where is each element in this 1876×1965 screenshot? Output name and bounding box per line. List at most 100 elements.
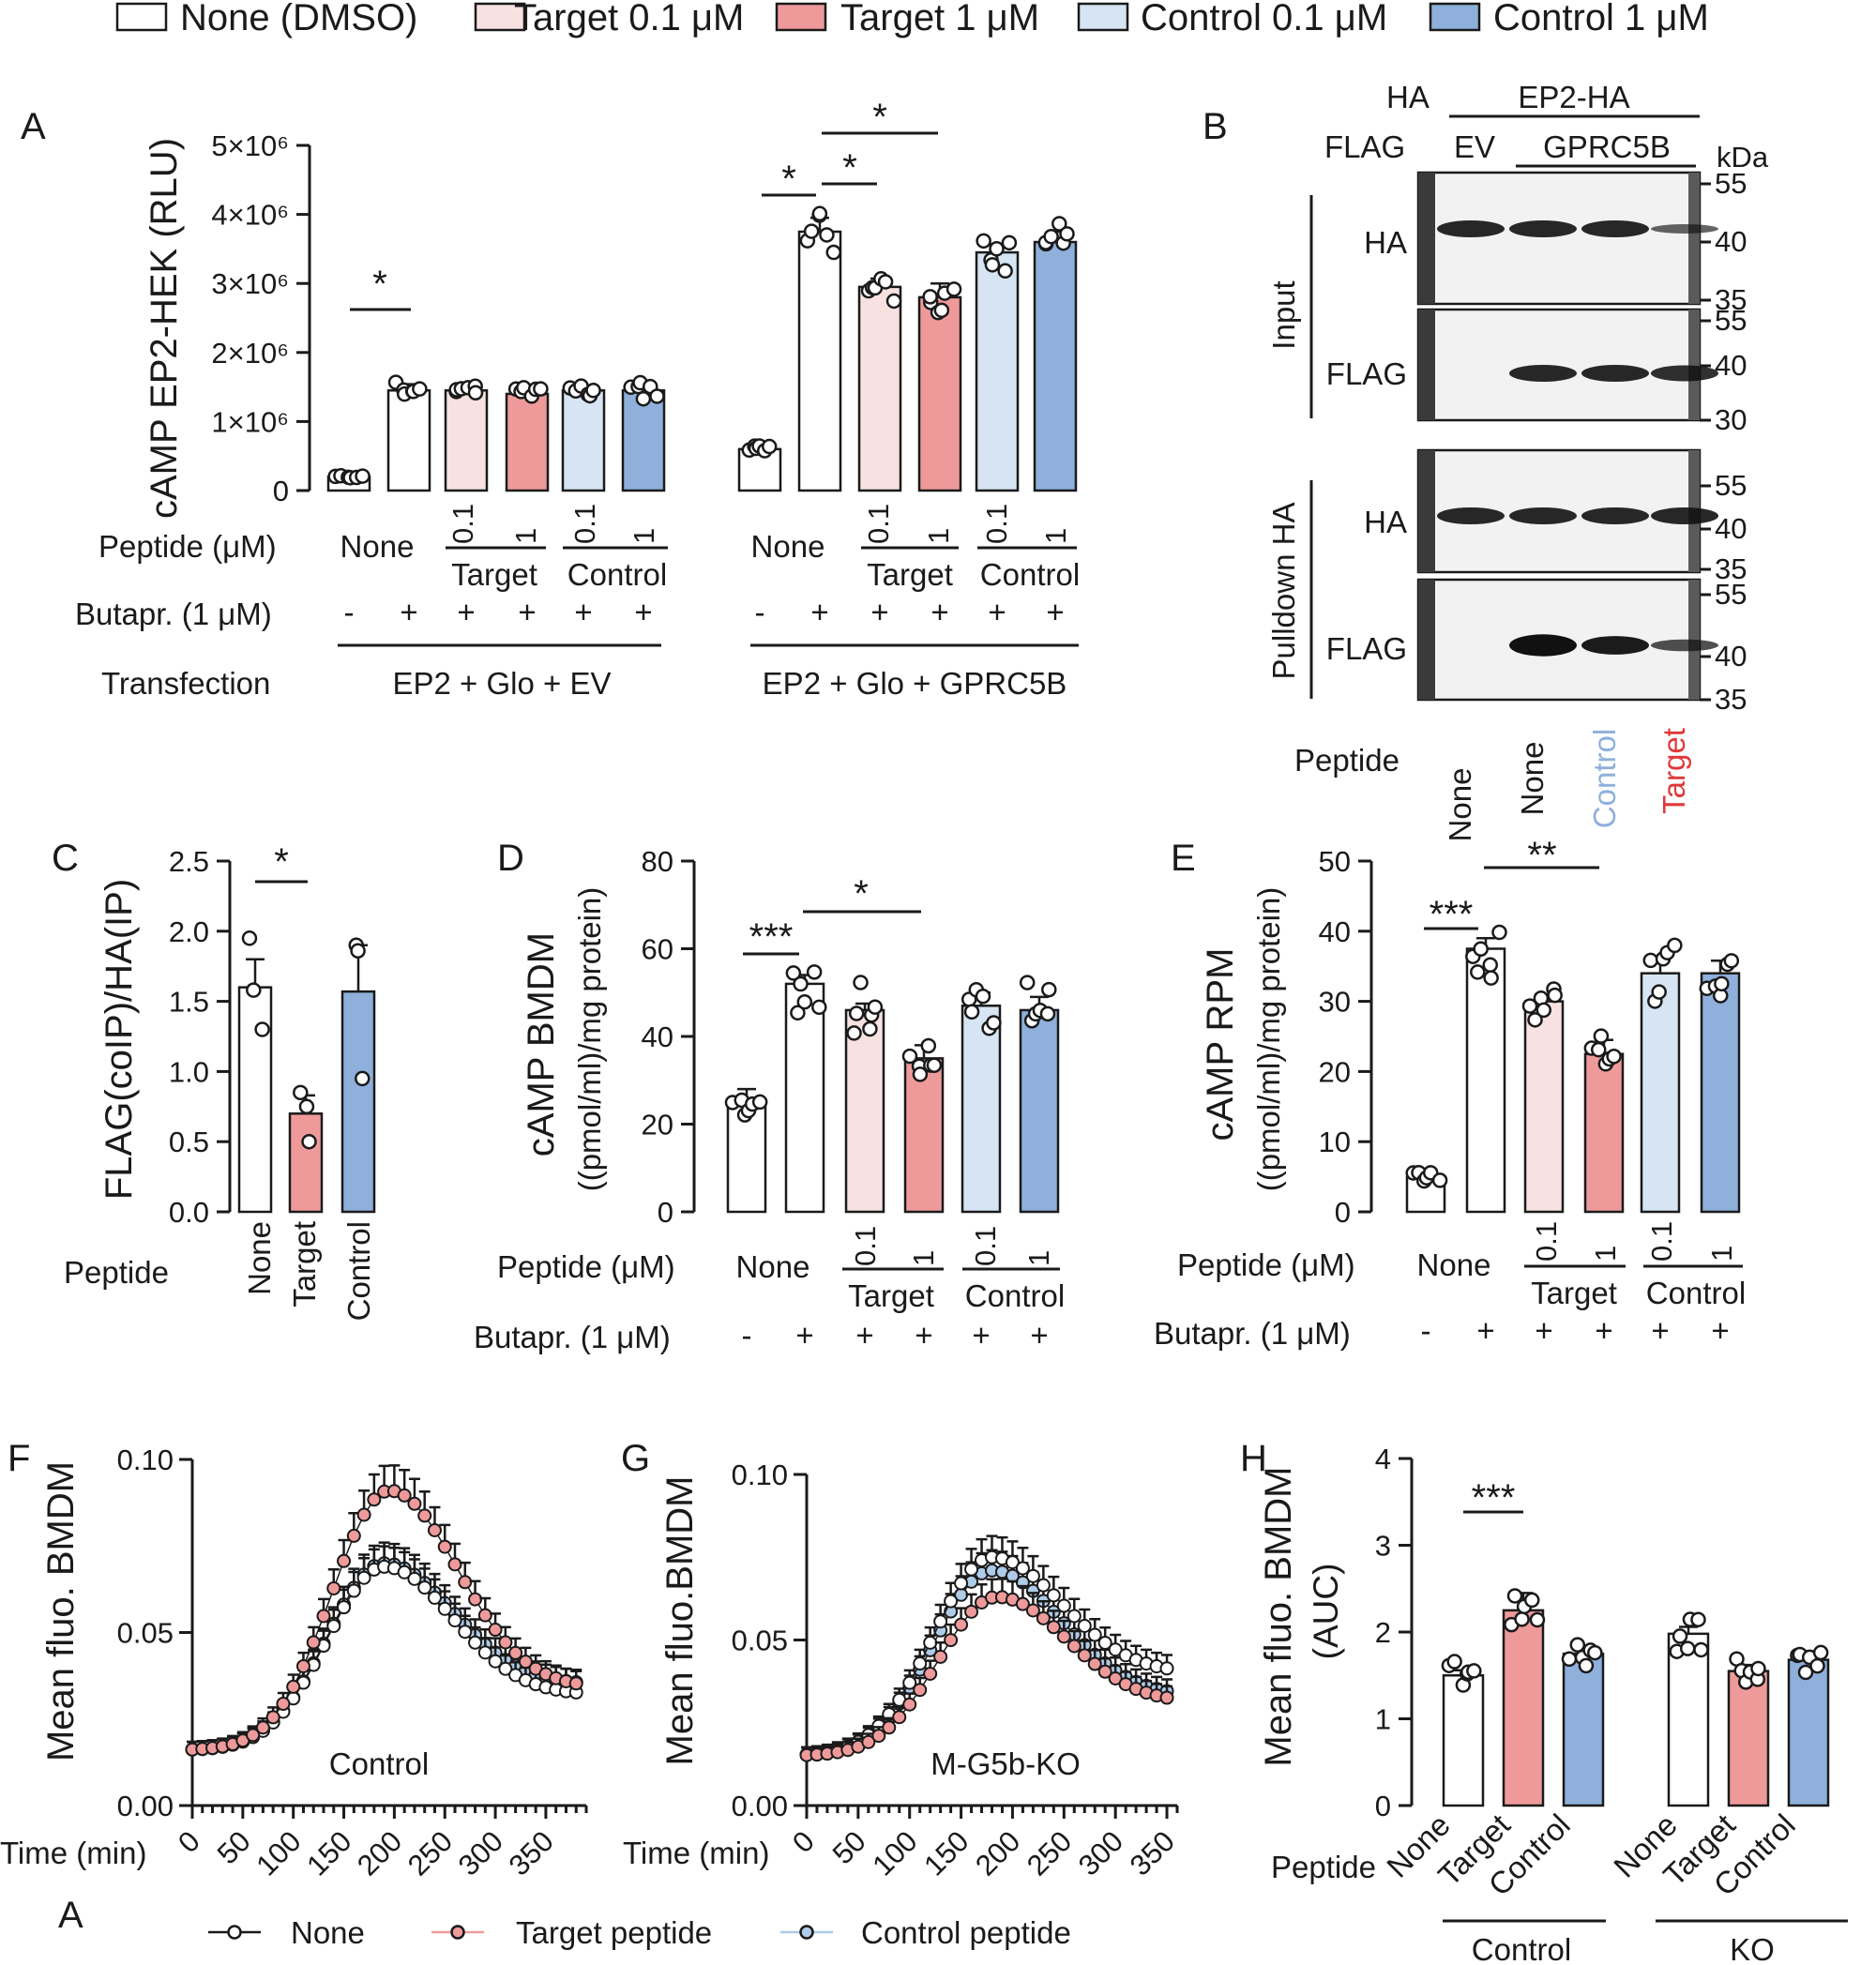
legend-label-target-high: Target 1 μM [840,0,1039,38]
blot-header-ep2: EP2-HA [1518,80,1629,114]
legend-label-none: None (DMSO) [180,0,417,38]
chart-d-point-5-5 [1041,981,1057,998]
chart-f-series-1-point-12 [306,1635,321,1650]
chart-a-gprc-bar-4 [975,250,1020,492]
chart-h-point-3-4 [1690,1611,1706,1627]
chart-e-none: None [1417,1247,1491,1282]
legend-top: None (DMSO) Target 0.1 μM Target 1 μM Co… [115,0,1709,38]
chart-e-bar-2 [1523,1000,1565,1214]
chart-g-series-0-point-28 [1087,1627,1102,1642]
chart-e-point-5-3 [1714,975,1730,992]
blot-row-label-0: HA [1364,225,1407,260]
chart-g-series-1-point-21 [1015,1596,1030,1611]
chart-a-gprc-bar-2 [857,285,902,492]
chart-d-sig-star-2: * [854,873,869,914]
chart-h-bar-4 [1727,1670,1770,1807]
panel-label-a: A [21,106,46,147]
chart-a-gprc-point-3-5 [946,281,962,297]
chart-g-xtick-label-7: 350 [1124,1824,1181,1882]
chart-a-sig-star-3: * [842,147,857,189]
chart-g-series-1-point-15 [954,1617,969,1632]
blot-band-input-flag-2 [1581,365,1649,382]
chart-f-series-0-point-26 [447,1613,462,1628]
chart-c-xtick-2: Control [341,1221,376,1321]
panel-label-bottom-a: A [58,1895,83,1936]
chart-g-xtick-label-1: 50 [826,1824,872,1870]
chart-c-point-2-1 [350,943,366,959]
chart-f-ytick-label-2: 0.10 [117,1444,174,1476]
chart-a-gprc-point-1-5 [825,244,841,261]
blot-header-ha: HA [1386,80,1430,114]
chart-h-bar-1 [1502,1609,1545,1807]
panel-label-e: E [1171,838,1196,879]
chart-a-g2-butapr-1: + [810,595,828,629]
blot-band-pulldown-flag-1 [1509,634,1577,657]
chart-c-sig-star: * [274,841,289,883]
chart-d-point-4-5 [986,1015,1002,1031]
chart-d-ytick-label-2: 40 [642,1020,673,1053]
blot-marker-1-0: 55 [1715,304,1747,337]
chart-d-point-3-0 [901,1048,918,1065]
chart-a-ev-point-1-5 [412,381,428,397]
chart-h-bar-2 [1562,1652,1605,1807]
chart-f-series-0-point-21 [397,1564,412,1580]
chart-h-group1-label: Control [1472,1932,1571,1965]
chart-g-series-0-point-21 [1015,1561,1030,1576]
chart-d-butapr-label: Butapr. (1 μM) [474,1320,671,1354]
chart-h-ylabel-line2: (AUC) [1307,1564,1345,1660]
chart-f-xtick-label-1: 50 [211,1824,257,1870]
chart-g-series-1-point-28 [1087,1656,1102,1671]
chart-d-peptide-label: Peptide (μM) [497,1249,675,1284]
chart-a-ytick-label-2: 2×10⁶ [211,337,289,370]
chart-a-gprc-point-4-2 [984,257,1001,273]
chart-d-ylabel-line1: cAMP BMDM [521,932,562,1156]
chart-a-ev-point-2-5 [467,385,484,401]
legend-label-control-high: Control 1 μM [1493,0,1709,38]
chart-h-point-2-0 [1561,1651,1578,1668]
blot-band-input-ha-1 [1509,220,1577,237]
chart-e-point-1-2 [1473,941,1489,957]
legend-swatch-target-low [474,2,526,32]
chart-a-g2-dose-low-c: 0.1 [980,504,1013,544]
chart-a-g2-dose-high-c: 1 [1039,528,1072,544]
chart-a-gprc-point-1-4 [819,227,835,243]
chart-g-series-0-point-29 [1097,1635,1112,1650]
chart-a-g1-butapr-2: + [457,595,475,629]
chart-d-ylabel: cAMP BMDM ((pmol/ml)/mg protein) [521,887,607,1192]
chart-h-peptide-label: Peptide [1271,1850,1376,1884]
chart-a-g2-butapr-2: + [870,595,888,629]
chart-a-g1-dose-low-t: 0.1 [446,504,479,544]
chart-h-point-1-5 [1529,1611,1546,1628]
blot-band-pulldown-ha-2 [1581,507,1649,524]
chart-f-ytick-label-1: 0.05 [117,1617,174,1650]
chart-a-g1-butapr-4: + [574,595,592,629]
chart-e-point-1-1 [1470,964,1486,980]
chart-c-xtick-0: None [242,1221,277,1295]
chart-g-ylabel: Mean fluo.BMDM [659,1476,701,1766]
chart-f-title: Control [329,1746,429,1781]
chart-a-peptide-label: Peptide (μM) [98,529,277,564]
chart-e-dose-low-c: 0.1 [1645,1221,1678,1262]
chart-g-series-1-point-13 [933,1649,948,1664]
chart-g-series-0-point-26 [1067,1609,1082,1624]
legend-marker-target [450,1925,465,1940]
chart-a-ytick-label-3: 3×10⁶ [211,267,289,300]
chart-f-series-1-point-32 [508,1645,523,1660]
blot-band-input-ha-3 [1651,224,1718,234]
chart-a-gprc-bar-1 [797,230,842,492]
chart-f-series-1-point-16 [346,1528,361,1543]
chart-e-point-1-4 [1483,970,1499,986]
chart-g-series-1-point-25 [1056,1629,1071,1644]
chart-a-ytick-label-1: 1×10⁶ [211,405,289,438]
chart-f-series-1-point-29 [477,1608,492,1623]
panel-label-f: F [8,1438,30,1479]
chart-e-point-3-5 [1606,1049,1622,1065]
chart-g-series-0-point-12 [923,1635,938,1650]
chart-g-series-1-point-16 [964,1604,979,1619]
chart-d-point-1-0 [785,965,802,981]
blot-row-label-2: HA [1364,505,1407,539]
chart-f-series-1-point-22 [407,1496,422,1511]
chart-d-ylabel-line2: ((pmol/ml)/mg protein) [572,887,607,1192]
chart-h-point-0-5 [1466,1663,1482,1679]
blot-marker-0-1: 40 [1715,225,1747,258]
